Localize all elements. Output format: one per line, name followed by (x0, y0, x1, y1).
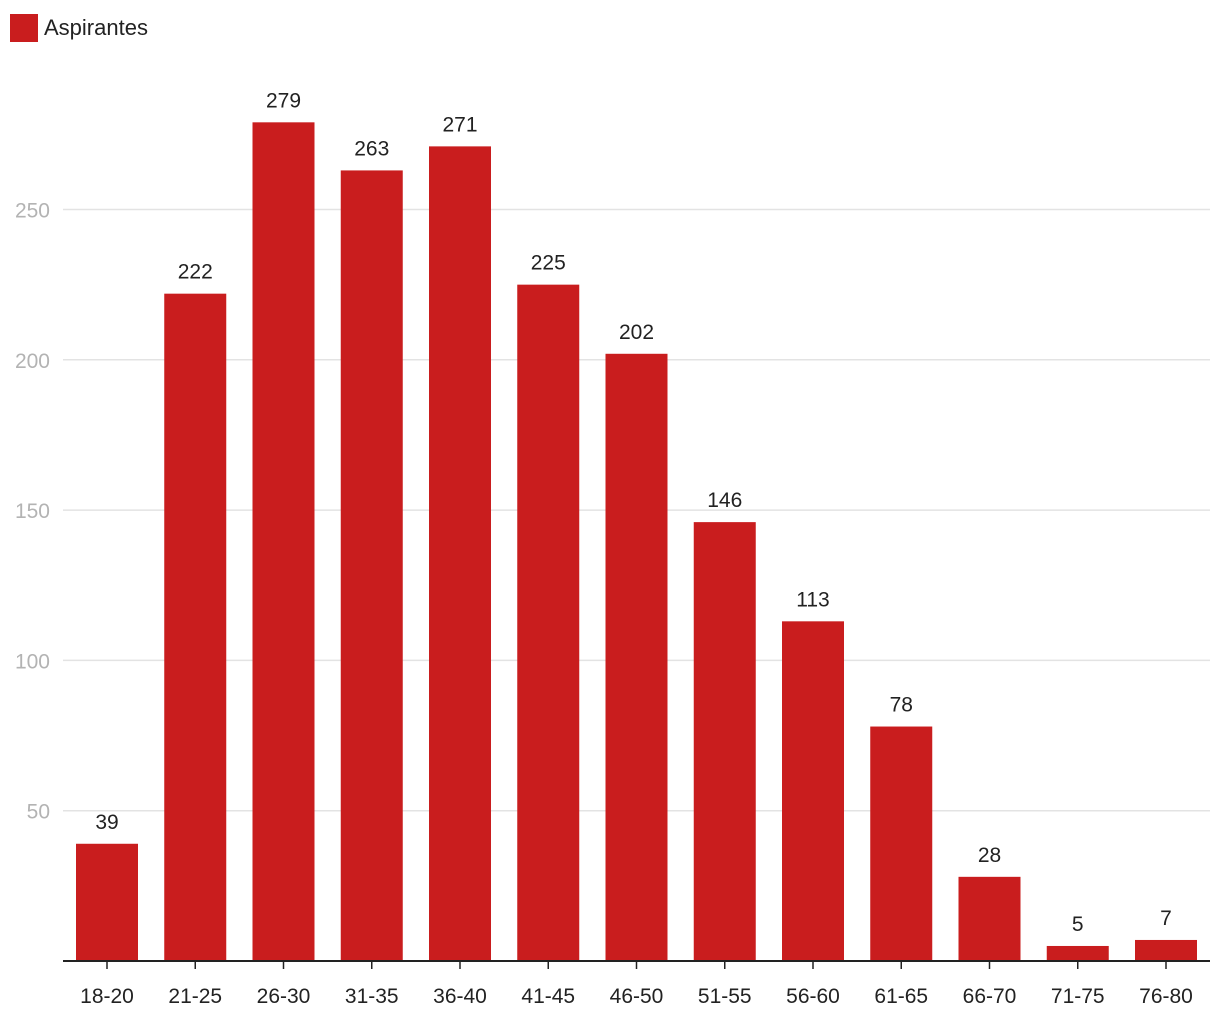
bar (517, 284, 580, 961)
x-tick-label: 26-30 (257, 985, 311, 1008)
x-tick-label: 31-35 (345, 985, 399, 1008)
data-label: 271 (442, 113, 477, 136)
x-tick-label: 46-50 (610, 985, 664, 1008)
bar (693, 522, 756, 961)
data-label: 39 (95, 811, 118, 834)
legend-swatch (10, 14, 38, 42)
data-label: 5 (1072, 913, 1084, 936)
x-tick-label: 71-75 (1051, 985, 1105, 1008)
data-label: 202 (619, 321, 654, 344)
bar (76, 843, 138, 961)
data-label: 263 (354, 137, 389, 160)
legend: Aspirantes (10, 14, 148, 42)
data-label: 225 (531, 252, 566, 275)
bar (1135, 939, 1197, 961)
bar (958, 876, 1021, 961)
legend-label: Aspirantes (44, 15, 148, 40)
x-tick-label: 41-45 (521, 985, 575, 1008)
x-tick-label: 36-40 (433, 985, 487, 1008)
y-tick-label: 150 (15, 500, 50, 523)
bar (164, 293, 227, 962)
bar (429, 146, 491, 961)
data-label: 7 (1160, 907, 1172, 930)
data-label: 113 (796, 588, 829, 611)
x-tick-label: 66-70 (963, 985, 1017, 1008)
x-tick-label: 61-65 (874, 985, 928, 1008)
x-tick-label: 76-80 (1139, 985, 1193, 1008)
y-tick-label: 200 (15, 350, 50, 373)
bar (605, 353, 668, 962)
data-label: 279 (266, 89, 301, 112)
data-label: 78 (890, 694, 913, 717)
data-label: 146 (707, 489, 742, 512)
bar (1046, 945, 1109, 961)
x-tick-label: 56-60 (786, 985, 840, 1008)
data-label: 28 (978, 844, 1001, 867)
bar (252, 122, 315, 962)
x-tick-label: 51-55 (698, 985, 752, 1008)
x-tick-label: 21-25 (168, 985, 222, 1008)
x-tick-label: 18-20 (80, 985, 134, 1008)
bar (782, 621, 844, 961)
y-tick-label: 100 (15, 650, 50, 673)
bar (340, 170, 403, 961)
bar (870, 726, 933, 961)
data-label: 222 (178, 261, 213, 284)
y-tick-label: 50 (27, 801, 50, 824)
y-tick-label: 250 (15, 200, 50, 223)
